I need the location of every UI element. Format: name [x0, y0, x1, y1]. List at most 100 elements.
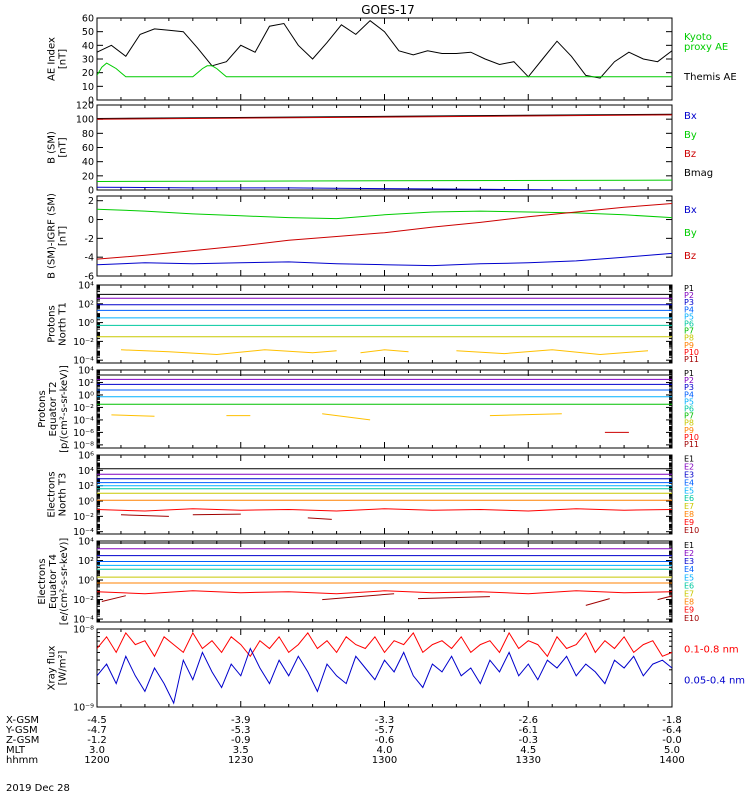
- series-line: [97, 252, 672, 267]
- y-tick-label: 10²: [78, 481, 94, 492]
- legend-item: E10: [684, 526, 699, 535]
- legend-item: P9: [684, 341, 694, 350]
- footer-value: -0.6: [375, 735, 395, 746]
- footer-value: 1330: [516, 755, 541, 766]
- y-axis-label: Electrons: [47, 471, 58, 517]
- panel-2: 0 20 40 60 80 100 120 B (SM) [nT] Bx By Bz Bmag: [47, 101, 714, 197]
- legend-item: E2: [684, 549, 694, 558]
- y-tick-label: 20: [82, 171, 94, 182]
- footer-row-label: hhmm: [6, 755, 38, 766]
- ephemeris-footer: X-GSM -4.5 -3.9 -3.3 -2.6 -1.8 Y-GSM -4.7 -5.3 -5…: [5, 715, 685, 766]
- series-line: [307, 517, 332, 520]
- footer-row-label: Z-GSM: [6, 735, 39, 746]
- panel-8: 10⁻⁹ 10⁻⁸ Xray flux [W/m²] 0.1-0.8 nm 0.05-0.…: [47, 625, 746, 714]
- date-label: 2019 Dec 28: [6, 783, 70, 794]
- y-tick-label: 10⁻⁸: [73, 440, 94, 451]
- legend-item: Themis AE: [683, 72, 737, 83]
- legend-item: P9: [684, 426, 694, 435]
- y-axis-label: North T1: [58, 302, 69, 346]
- footer-value: -0.0: [662, 735, 682, 746]
- footer-value: 1200: [84, 755, 109, 766]
- y-tick-label: 40: [82, 157, 94, 168]
- y-axis-label: [e/(cm²-s-sr-keV)]: [59, 538, 70, 626]
- series-line: [97, 62, 672, 78]
- legend-item: Kyoto: [684, 32, 712, 43]
- series-group: [97, 113, 672, 190]
- footer-value: -1.2: [87, 735, 107, 746]
- y-tick-label: 10⁴: [78, 466, 94, 477]
- y-tick-label: 30: [82, 55, 94, 66]
- series-line: [489, 413, 562, 417]
- y-tick-label: 10⁻⁴: [73, 356, 94, 367]
- footer-row-label: X-GSM: [6, 715, 39, 726]
- panel-4: 10⁻⁴ 10⁻² 10⁰ 10² 10⁴ Protons North T1 P1P2P3P4…: [47, 281, 700, 367]
- y-tick-label: 10⁻²: [73, 595, 94, 606]
- y-tick-label: 10²: [78, 378, 94, 389]
- legend-item: E4: [684, 565, 694, 574]
- legend-item: By: [684, 228, 697, 239]
- legend-item: P8: [684, 419, 694, 428]
- series-group: [97, 293, 672, 356]
- legend-item: P3: [684, 298, 694, 307]
- legend-item: Bx: [684, 111, 697, 122]
- footer-value: -1.8: [662, 715, 682, 726]
- series-group: [97, 20, 672, 79]
- series-line: [120, 514, 169, 517]
- y-tick-label: 10: [82, 82, 94, 93]
- series-line: [657, 595, 672, 601]
- legend-item: E6: [684, 581, 694, 590]
- legend-item: E5: [684, 486, 694, 495]
- y-axis-label: AE Index: [47, 37, 58, 81]
- series-line: [456, 349, 649, 356]
- panel-frame: [96, 284, 673, 364]
- legend-item: P8: [684, 334, 694, 343]
- y-axis-label: [p/(cm²-s-sr-keV)]: [59, 365, 70, 453]
- y-tick-label: -2: [85, 234, 94, 245]
- legend-item: E7: [684, 589, 694, 598]
- series-line: [322, 593, 395, 601]
- legend-item: P1: [684, 369, 694, 378]
- y-tick-label: 10²: [78, 556, 94, 567]
- series-group: [97, 542, 672, 606]
- legend-item: 0.05-0.4 nm: [684, 676, 745, 687]
- footer-value: 4.0: [377, 745, 393, 756]
- panel-frame: [96, 628, 673, 708]
- footer-value: 1300: [372, 755, 397, 766]
- y-tick-label: 0: [88, 96, 94, 107]
- footer-value: -6.4: [662, 725, 682, 736]
- legend-item: Bz: [684, 251, 696, 262]
- y-tick-label: 0: [88, 186, 94, 197]
- series-line: [97, 647, 672, 705]
- legend-item: P2: [684, 291, 694, 300]
- legend-item: Bmag: [684, 168, 713, 179]
- panel-frame: [96, 17, 673, 101]
- y-tick-label: 10⁻⁴: [73, 615, 94, 626]
- series-line: [111, 414, 155, 417]
- footer-value: -3.9: [231, 715, 251, 726]
- y-tick-label: 10⁶: [78, 451, 94, 462]
- legend-item: P10: [684, 433, 699, 442]
- footer-value: 3.0: [89, 745, 105, 756]
- y-axis-label: [W/m²]: [58, 650, 69, 685]
- legend-item: E5: [684, 573, 694, 582]
- footer-value: -4.5: [87, 715, 107, 726]
- y-axis-label: B (SM)-IGRF (SM): [47, 193, 58, 279]
- y-tick-label: 20: [82, 68, 94, 79]
- footer-value: -4.7: [87, 725, 107, 736]
- panel-frame: [96, 540, 673, 623]
- legend-item: E1: [684, 541, 694, 550]
- y-axis-label: [nT]: [58, 226, 69, 246]
- legend-item: P6: [684, 319, 694, 328]
- series-line: [97, 208, 672, 220]
- y-tick-label: 10⁴: [78, 537, 94, 548]
- series-line: [97, 631, 672, 658]
- legend-item: P7: [684, 327, 694, 336]
- y-axis-label: Protons: [37, 390, 48, 427]
- series-line: [97, 20, 672, 79]
- legend-item: 0.1-0.8 nm: [684, 644, 739, 655]
- legend-item: E10: [684, 614, 699, 623]
